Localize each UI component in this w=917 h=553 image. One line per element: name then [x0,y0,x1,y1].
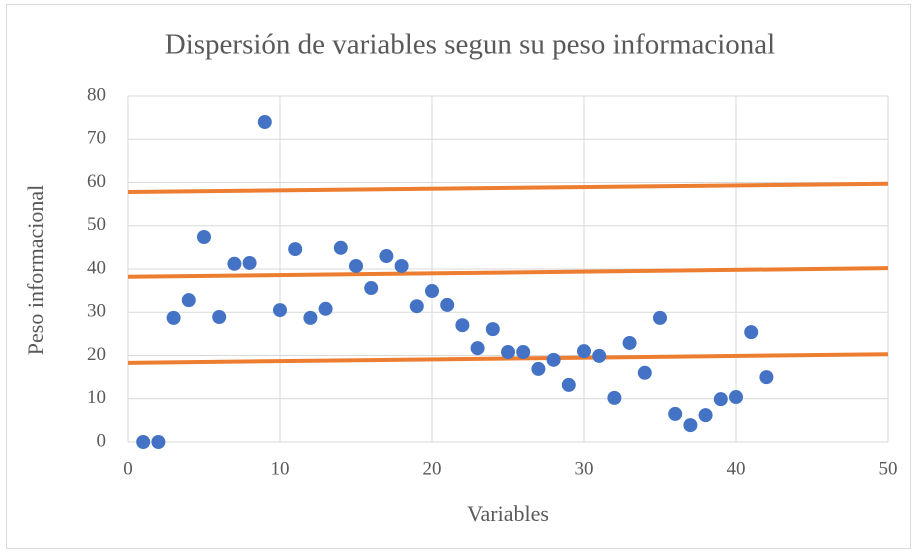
point [394,258,409,273]
point [485,322,500,337]
y-tick-label: 20 [87,344,106,365]
point [653,310,667,325]
chart-title: Dispersión de variables segun su peso in… [165,29,775,61]
x-tick-label: 50 [879,458,898,479]
x-tick-label: 0 [123,458,133,479]
x-tick-label: 40 [727,458,746,479]
point [440,297,455,312]
trend-line [127,266,889,279]
point [227,256,242,271]
point [151,435,166,449]
point [607,390,622,405]
point [713,392,728,407]
point [668,406,683,421]
y-tick-label: 0 [97,430,107,451]
point [577,344,591,359]
point [622,335,637,350]
point [531,361,546,376]
y-tick-label: 80 [87,84,106,105]
y-tick-label: 10 [87,387,106,408]
point [561,377,576,392]
point [546,352,561,367]
point [273,303,287,318]
point [318,301,333,316]
x-axis-title: Variables [467,501,549,526]
point [759,370,774,385]
y-tick-label: 60 [87,171,106,192]
point [683,418,698,433]
point [181,293,196,308]
point [729,390,743,405]
point [166,310,181,325]
point [364,281,379,296]
point [288,242,303,257]
trend-line [127,181,889,195]
point [197,229,211,244]
point [136,435,151,449]
point [212,310,227,325]
point [470,341,485,356]
point [455,318,470,333]
x-tick-label: 20 [423,458,442,479]
point [425,284,439,299]
point [698,408,713,423]
point [303,310,318,325]
y-tick-label: 30 [87,301,106,322]
point [333,240,348,255]
x-tick-label: 30 [575,458,594,479]
point [257,114,272,129]
point [516,345,531,360]
point [242,255,257,270]
point [409,299,424,314]
point [501,345,515,360]
y-tick-label: 70 [87,128,106,149]
point [637,365,652,380]
point [744,325,759,340]
y-axis-title: Peso informacional [23,185,48,355]
x-tick-label: 10 [271,458,290,479]
point [379,249,394,264]
y-tick-label: 50 [87,214,106,235]
point [349,258,363,273]
point [592,348,607,363]
y-tick-label: 40 [87,257,106,278]
